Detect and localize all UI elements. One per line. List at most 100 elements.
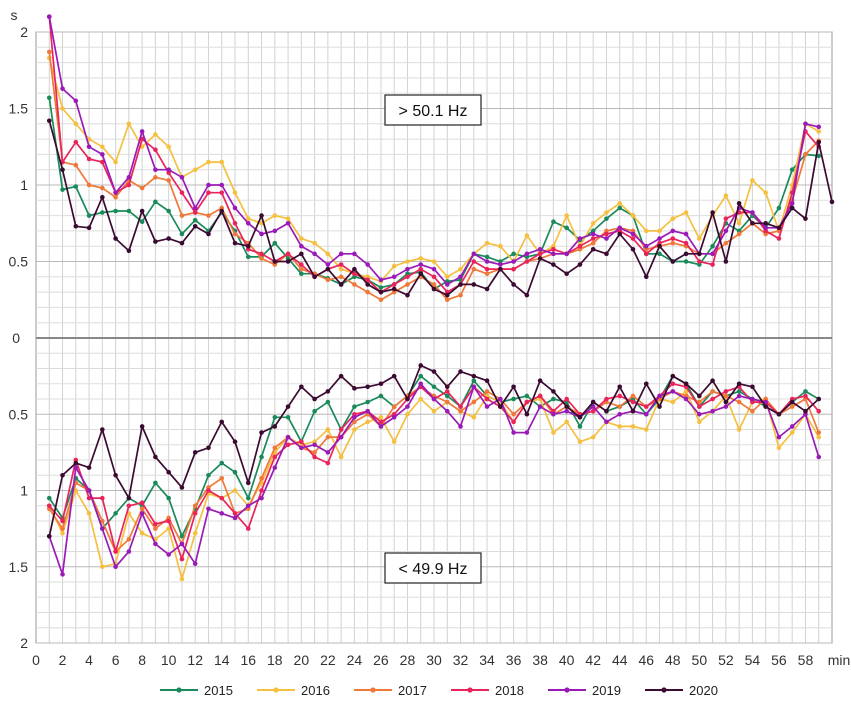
data-point — [630, 393, 636, 399]
legend-label: 2016 — [301, 683, 330, 698]
x-tick-label: 46 — [638, 652, 654, 668]
data-point — [511, 411, 516, 417]
data-point — [431, 396, 437, 402]
data-point — [524, 399, 530, 405]
data-point — [431, 369, 437, 374]
data-point — [232, 190, 238, 195]
data-point — [232, 240, 238, 246]
data-point — [126, 208, 132, 214]
data-point — [537, 246, 543, 252]
legend-marker — [370, 687, 376, 693]
data-point — [670, 381, 676, 387]
y-tick-label-lower: 2 — [20, 635, 28, 651]
x-tick-label: 52 — [718, 652, 734, 668]
data-point — [551, 430, 556, 435]
data-point — [670, 228, 676, 234]
data-point — [551, 262, 556, 267]
x-tick-label: 20 — [294, 652, 310, 668]
data-point — [100, 210, 105, 215]
data-point — [683, 231, 689, 237]
data-point — [418, 396, 424, 402]
y-axis-unit: s — [11, 7, 18, 23]
x-tick-label: 10 — [161, 652, 177, 668]
data-point — [524, 292, 530, 298]
data-point — [471, 399, 477, 405]
data-point — [378, 415, 384, 420]
data-point — [710, 378, 715, 384]
data-point — [232, 488, 238, 493]
data-point — [139, 530, 145, 536]
data-point — [803, 393, 808, 399]
data-point — [524, 430, 530, 435]
data-point — [245, 495, 251, 501]
data-point — [723, 228, 729, 234]
data-point — [365, 384, 370, 390]
x-tick-label: 30 — [426, 652, 442, 668]
data-point — [418, 381, 424, 387]
data-point — [670, 373, 676, 379]
data-point — [816, 454, 822, 460]
data-point — [723, 216, 729, 221]
data-point — [736, 389, 742, 394]
data-point — [365, 277, 370, 283]
x-tick-label: 36 — [506, 652, 522, 668]
data-point — [444, 389, 450, 394]
data-point — [86, 495, 92, 501]
data-point — [750, 178, 755, 183]
data-point — [192, 217, 198, 223]
data-point — [471, 251, 477, 257]
data-point — [444, 292, 450, 298]
data-point — [405, 274, 410, 280]
data-point — [643, 427, 649, 432]
data-point — [405, 404, 410, 409]
data-point — [153, 521, 158, 527]
data-point — [484, 389, 490, 394]
data-point — [46, 49, 52, 55]
data-point — [60, 530, 65, 536]
data-point — [498, 404, 503, 409]
data-point — [245, 220, 251, 226]
x-tick-label: 38 — [532, 652, 548, 668]
data-point — [312, 240, 317, 246]
data-point — [511, 266, 516, 272]
data-point — [444, 274, 450, 280]
data-point — [710, 210, 715, 215]
data-point — [325, 277, 331, 283]
data-point — [816, 124, 822, 130]
data-point — [697, 411, 702, 417]
data-point — [73, 162, 79, 168]
x-tick-label: 40 — [559, 652, 575, 668]
data-point — [484, 404, 490, 409]
y-tick-label-upper: 0.5 — [9, 254, 29, 270]
data-point — [458, 292, 463, 298]
data-point — [736, 231, 742, 237]
data-point — [60, 526, 65, 531]
data-point — [617, 225, 623, 231]
data-point — [86, 488, 92, 493]
data-point — [418, 266, 424, 272]
data-point — [365, 419, 370, 425]
data-point — [312, 454, 317, 460]
data-point — [789, 201, 795, 206]
data-point — [206, 445, 211, 451]
data-point — [206, 190, 211, 195]
data-point — [378, 297, 384, 303]
data-point — [100, 144, 105, 150]
data-point — [100, 518, 105, 524]
data-point — [232, 205, 238, 211]
data-point — [73, 184, 79, 189]
data-point — [285, 442, 291, 448]
data-point — [153, 480, 158, 486]
data-point — [312, 251, 317, 257]
data-point — [789, 399, 795, 405]
series-2019 — [46, 381, 822, 577]
data-point — [643, 228, 649, 234]
data-point — [86, 213, 92, 218]
legend-marker — [176, 687, 182, 693]
data-point — [126, 182, 132, 188]
data-point — [657, 243, 662, 249]
data-point — [139, 424, 145, 429]
data-point — [498, 243, 503, 249]
data-point — [829, 199, 835, 205]
data-point — [484, 271, 490, 277]
